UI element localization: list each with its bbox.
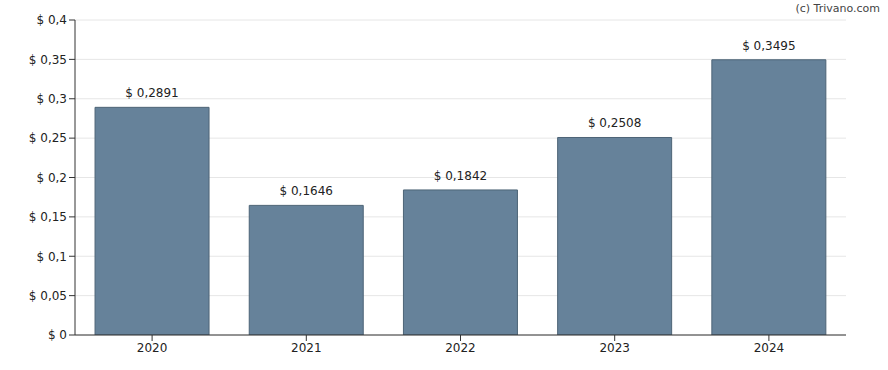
svg-text:$ 0,35: $ 0,35 xyxy=(29,53,67,67)
svg-text:$ 0,05: $ 0,05 xyxy=(29,289,67,303)
svg-text:2022: 2022 xyxy=(445,341,476,355)
svg-text:$ 0: $ 0 xyxy=(48,328,67,342)
svg-text:$ 0,4: $ 0,4 xyxy=(36,13,67,27)
svg-text:2020: 2020 xyxy=(137,341,168,355)
svg-text:$ 0,3: $ 0,3 xyxy=(36,92,67,106)
svg-text:$ 0,2508: $ 0,2508 xyxy=(588,116,641,130)
html-text:(c) Trivano.com: (c) Trivano.com xyxy=(795,2,880,15)
svg-text:$ 0,2891: $ 0,2891 xyxy=(125,86,178,100)
svg-text:$ 0,25: $ 0,25 xyxy=(29,131,67,145)
svg-text:2023: 2023 xyxy=(599,341,630,355)
svg-text:$ 0,1: $ 0,1 xyxy=(36,250,67,264)
svg-text:2024: 2024 xyxy=(754,341,785,355)
svg-text:$ 0,3495: $ 0,3495 xyxy=(742,39,795,53)
svg-text:2021: 2021 xyxy=(291,341,322,355)
svg-text:$ 0,15: $ 0,15 xyxy=(29,210,67,224)
svg-text:$ 0,1842: $ 0,1842 xyxy=(434,169,487,183)
svg-text:$ 0,1646: $ 0,1646 xyxy=(280,184,333,198)
svg-text:$ 0,2: $ 0,2 xyxy=(36,171,67,185)
